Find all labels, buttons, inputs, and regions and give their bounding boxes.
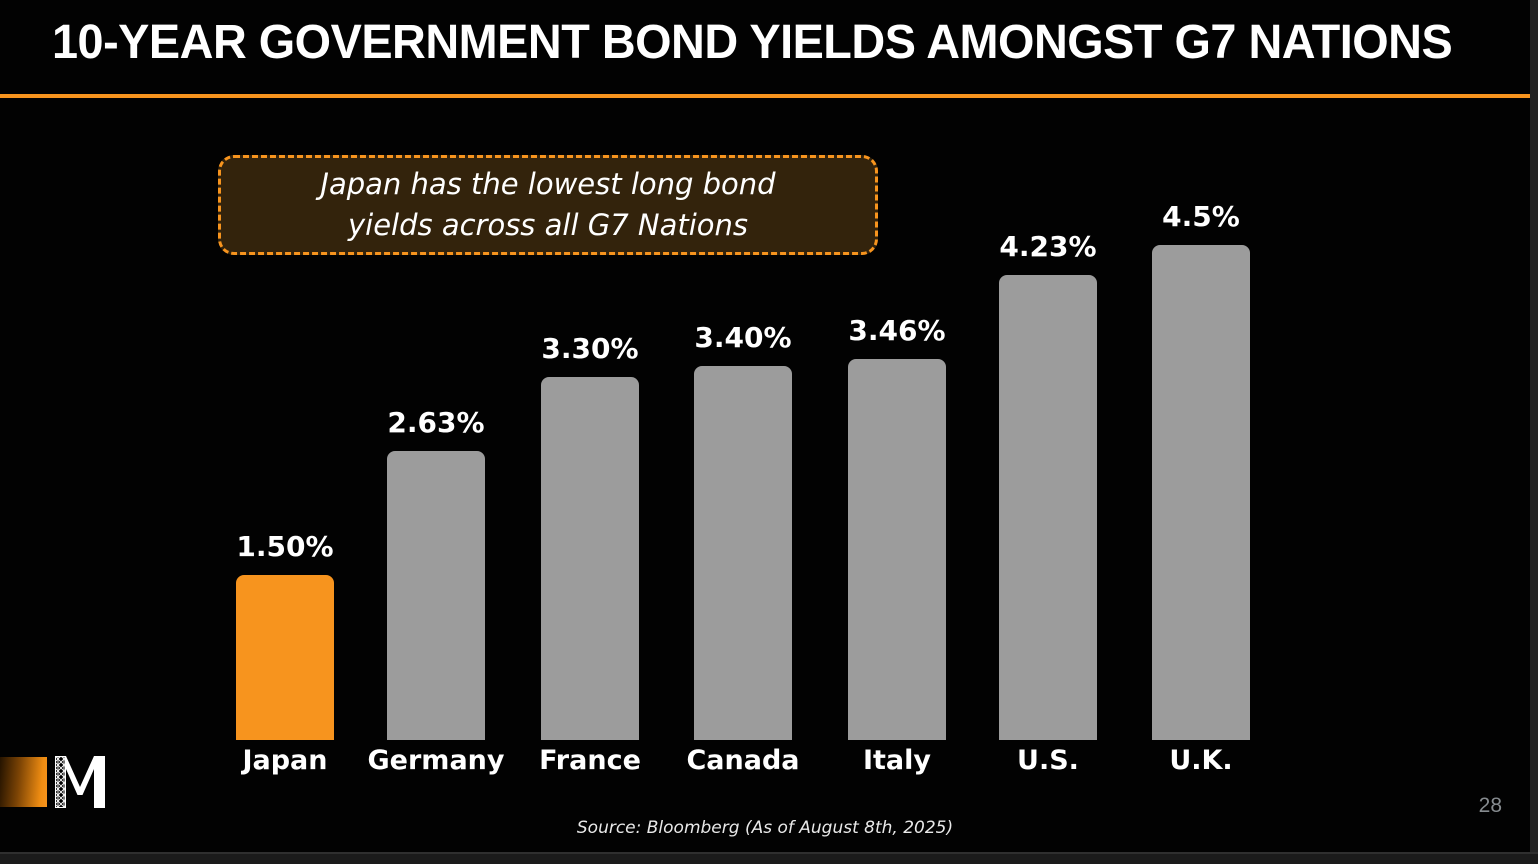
bar-u-s <box>999 275 1097 740</box>
bar-italy <box>848 359 946 740</box>
bar-value-label-france: 3.30% <box>541 332 639 365</box>
bar-value-label-japan: 1.50% <box>236 530 334 563</box>
bar-category-label-canada: Canada <box>686 745 800 776</box>
bar-category-label-u-s: U.S. <box>1017 745 1079 776</box>
bar-value-label-canada: 3.40% <box>694 321 792 354</box>
bar-value-label-germany: 2.63% <box>387 406 485 439</box>
callout-text-line2: yields across all G7 Nations <box>347 208 749 242</box>
viewer-right-strip <box>1530 0 1538 864</box>
callout-text-line1: Japan has the lowest long bond <box>320 167 776 201</box>
bar-category-label-france: France <box>539 745 641 776</box>
title-underline-rule <box>0 94 1530 98</box>
viewer-bottom-strip <box>0 852 1538 864</box>
bar-value-label-u-s: 4.23% <box>999 230 1097 263</box>
source-text: Source: Bloomberg (As of August 8th, 202… <box>576 818 954 838</box>
bar-japan <box>236 575 334 740</box>
logo-gradient-square <box>0 757 47 807</box>
bar-france <box>541 377 639 740</box>
callout-box: Japan has the lowest long bond yields ac… <box>218 155 878 255</box>
bar-value-label-italy: 3.46% <box>848 314 946 347</box>
bar-u-k <box>1152 245 1250 740</box>
bar-canada <box>694 366 792 740</box>
bar-value-label-u-k: 4.5% <box>1162 200 1240 233</box>
bar-category-label-italy: Italy <box>862 745 932 776</box>
logo-m-icon <box>55 756 105 808</box>
bar-category-label-japan: Japan <box>242 745 328 776</box>
bar-germany <box>387 451 485 740</box>
page-number: 28 <box>1478 794 1502 817</box>
bar-category-label-u-k: U.K. <box>1169 745 1233 776</box>
bar-category-label-germany: Germany <box>367 745 505 776</box>
slide-title: 10-YEAR GOVERNMENT BOND YIELDS AMONGST G… <box>52 16 1453 69</box>
